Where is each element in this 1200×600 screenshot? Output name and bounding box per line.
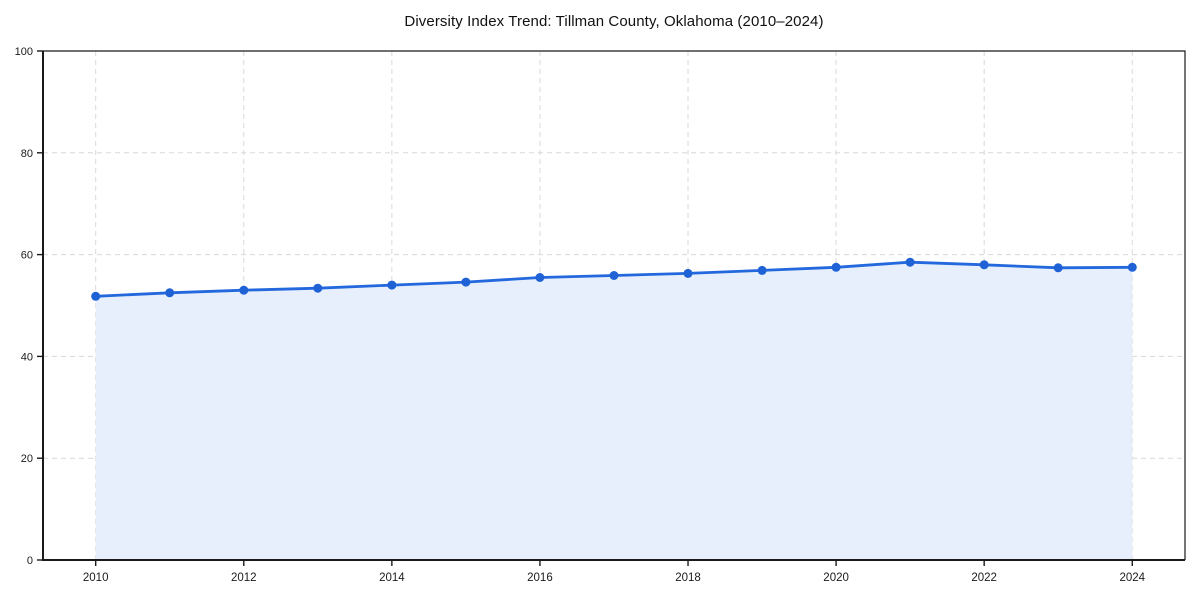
data-point-marker [683,268,693,278]
data-point-marker [1053,263,1063,273]
data-point-marker [165,288,175,298]
x-tick-label: 2020 [823,572,849,584]
data-point-marker [1127,262,1137,272]
x-tick-label: 2022 [971,572,997,584]
chart-title: Diversity Index Trend: Tillman County, O… [404,13,824,30]
data-point-marker [905,257,915,267]
y-tick-label: 80 [21,148,33,160]
plot-border-top-right [43,50,1186,560]
x-tick-label: 2018 [675,572,701,584]
y-tick-label: 0 [27,555,33,567]
data-point-marker [387,280,397,290]
x-tick-label: 2014 [379,572,405,584]
data-point-marker [535,273,545,282]
data-point-marker [313,283,323,293]
data-point-marker [91,291,101,301]
data-point-marker [757,265,767,275]
area-fill [95,262,1133,560]
y-tick-label: 100 [15,46,33,58]
x-tick-label: 2016 [527,572,553,584]
x-tick-label: 2012 [231,572,257,584]
data-point-marker [461,277,471,287]
data-point-marker [609,271,619,280]
x-tick-label: 2010 [83,572,109,584]
data-point-marker [239,285,249,295]
y-tick-label: 40 [21,351,33,363]
y-tick-label: 20 [21,453,33,465]
data-point-marker [831,262,841,272]
x-tick-label: 2024 [1119,572,1145,584]
y-tick-label: 60 [21,250,33,262]
data-point-marker [979,260,989,270]
